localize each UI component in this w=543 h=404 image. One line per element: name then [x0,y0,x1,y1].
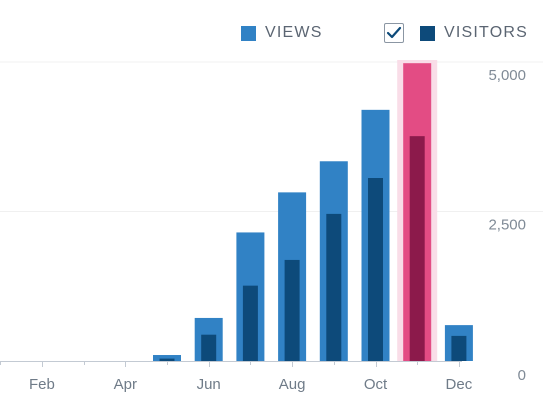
visitors-bar [201,334,217,361]
checkmark-icon [386,26,402,39]
visitors-bar [326,213,342,361]
y-tick-label: 5,000 [488,67,526,84]
x-tick-label: Apr [114,376,137,393]
x-tick-label: Dec [446,376,473,393]
legend-item-visitors[interactable]: VISITORS [384,22,528,44]
x-tick-label: Aug [279,376,306,393]
visitors-bar [368,178,383,361]
legend-item-views[interactable]: VIEWS [241,22,323,44]
y-tick-label: 0 [518,367,526,384]
views-swatch [241,25,256,41]
visitors-bar [451,335,467,361]
x-tick-label: Oct [364,376,388,393]
x-tick-label: Jun [197,376,221,393]
visitors-bar [159,358,175,361]
legend-label-views: VIEWS [265,24,323,41]
legend-label-visitors: VISITORS [444,24,528,41]
visitors-checkbox[interactable] [384,23,404,43]
x-tick-label: Feb [29,376,55,393]
chart-legend: VIEWS VISITORS [0,22,543,44]
views-bar[interactable] [153,355,181,361]
y-tick-label: 2,500 [488,217,526,234]
visitors-swatch [420,25,435,41]
visitors-bar [242,285,258,361]
visitors-bar [409,136,425,361]
visitors-bar [284,259,300,361]
